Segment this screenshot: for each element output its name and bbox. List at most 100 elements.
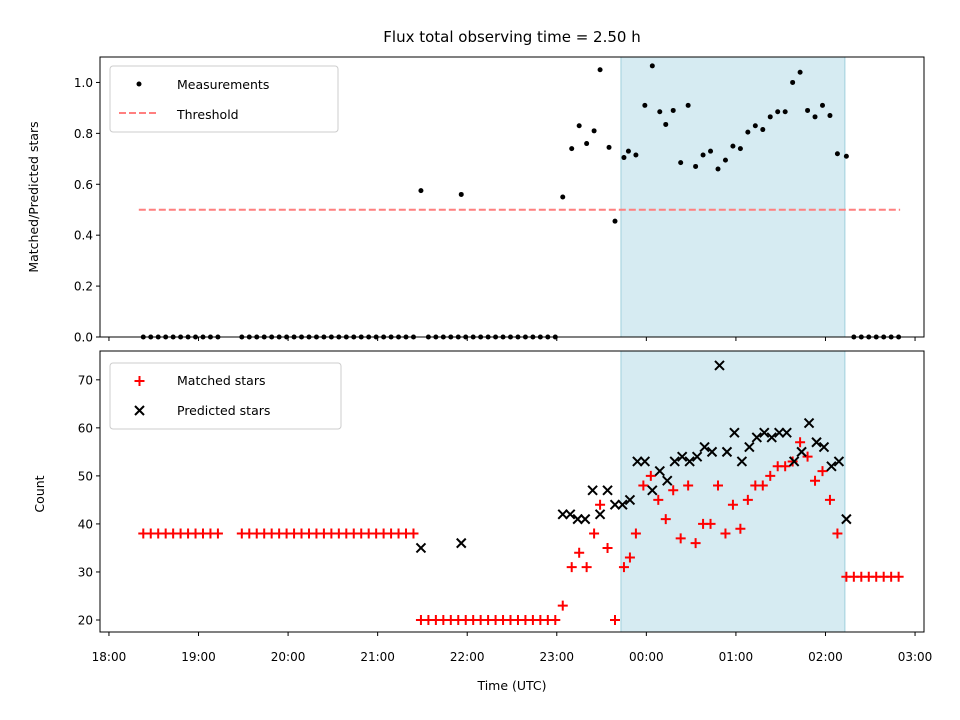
matched-star-point bbox=[817, 466, 828, 477]
matched-star-point bbox=[780, 461, 791, 472]
matched-star-point bbox=[630, 528, 641, 539]
measurement-point bbox=[663, 121, 669, 127]
x-tick-label: 00:00 bbox=[629, 650, 664, 664]
top-legend: Measurements Threshold bbox=[109, 65, 339, 133]
legend-matched-label: Matched stars bbox=[177, 373, 265, 388]
matched-star-point bbox=[624, 552, 635, 563]
measurement-point bbox=[606, 144, 612, 150]
predicted-star-point bbox=[647, 485, 658, 496]
x-tick-label: 22:00 bbox=[450, 650, 485, 664]
legend-measurements-marker bbox=[136, 81, 142, 87]
predicted-star-point bbox=[744, 441, 755, 453]
measurement-point bbox=[591, 128, 597, 134]
matched-star-point bbox=[602, 542, 613, 553]
predicted-star-point bbox=[639, 456, 651, 467]
measurement-point bbox=[745, 129, 751, 135]
predicted-star-point bbox=[736, 456, 748, 467]
predicted-star-point bbox=[766, 432, 777, 443]
predicted-star-point bbox=[796, 446, 807, 458]
bottom-legend-frame bbox=[109, 362, 342, 430]
measurement-point bbox=[560, 194, 566, 200]
top-axes-frame bbox=[99, 56, 925, 338]
measurement-point bbox=[458, 191, 464, 197]
matched-star-point bbox=[618, 562, 629, 573]
x-tick-label: 18:00 bbox=[92, 650, 127, 664]
matched-star-point bbox=[581, 562, 592, 573]
predicted-star-point bbox=[691, 451, 703, 462]
x-tick-label: 23:00 bbox=[539, 650, 574, 664]
measurements-panel: 0.0 0.2 0.4 0.6 0.8 1.0 bbox=[74, 56, 925, 345]
measurement-point bbox=[812, 114, 818, 120]
top-y-tick-label: 0.4 bbox=[74, 229, 93, 243]
bottom-axes-frame bbox=[99, 350, 925, 633]
x-tick-label: 02:00 bbox=[808, 650, 843, 664]
predicted-star-point bbox=[557, 509, 568, 520]
measurement-point bbox=[642, 102, 648, 108]
measurement-point bbox=[760, 127, 766, 133]
measurement-point bbox=[790, 79, 796, 85]
x-tick-label: 19:00 bbox=[181, 650, 216, 664]
matched-star-point bbox=[824, 494, 835, 505]
measurement-point bbox=[819, 102, 825, 108]
matched-star-point bbox=[408, 528, 419, 539]
top-y-axis-label: Matched/Predicted stars bbox=[26, 121, 41, 272]
matched-star-point bbox=[660, 514, 671, 525]
matched-star-point bbox=[713, 480, 723, 491]
measurement-point bbox=[834, 151, 840, 157]
bottom-y-tick-label: 40 bbox=[78, 517, 93, 531]
measurement-point bbox=[584, 141, 590, 147]
matched-star-point bbox=[683, 480, 694, 491]
predicted-star-point bbox=[803, 417, 815, 429]
predicted-star-point bbox=[714, 360, 725, 371]
x-axis-label: Time (UTC) bbox=[476, 678, 546, 693]
observing-window-top bbox=[620, 56, 846, 338]
matched-star-point bbox=[802, 451, 813, 462]
chart-title: Flux total observing time = 2.50 h bbox=[383, 28, 640, 46]
x-tick-label: 03:00 bbox=[898, 650, 933, 664]
legend-predicted-marker bbox=[134, 405, 145, 416]
matched-star-point bbox=[893, 571, 904, 582]
matched-star-point bbox=[653, 494, 664, 505]
predicted-star-point bbox=[818, 441, 830, 453]
matched-star-point bbox=[832, 528, 843, 539]
predicted-star-point bbox=[602, 485, 613, 496]
matched-star-point bbox=[810, 475, 821, 486]
legend-threshold-label: Threshold bbox=[176, 107, 239, 122]
measurement-point bbox=[625, 148, 631, 154]
matched-star-point bbox=[720, 528, 731, 539]
measurement-point bbox=[722, 157, 728, 163]
bottom-legend: Matched stars Predicted stars bbox=[109, 362, 342, 430]
legend-measurements-label: Measurements bbox=[177, 77, 269, 92]
measurement-point bbox=[569, 146, 575, 152]
predicted-star-point bbox=[826, 461, 837, 472]
measurement-point bbox=[649, 63, 655, 69]
predicted-star-point bbox=[587, 485, 598, 496]
bottom-y-tick-label: 20 bbox=[78, 613, 93, 627]
matched-star-point bbox=[557, 600, 568, 611]
measurement-point bbox=[767, 114, 773, 120]
matched-star-point bbox=[727, 499, 738, 510]
matched-star-point bbox=[765, 470, 776, 481]
measurement-point bbox=[621, 155, 627, 161]
bottom-y-tick-label: 30 bbox=[78, 565, 93, 579]
predicted-star-point bbox=[773, 427, 785, 438]
measurement-point bbox=[715, 166, 721, 172]
predicted-star-point bbox=[684, 456, 695, 467]
measurement-point bbox=[797, 69, 803, 75]
measurement-point bbox=[737, 146, 743, 152]
matched-star-point bbox=[595, 499, 606, 510]
top-y-tick-label: 0.6 bbox=[74, 178, 93, 192]
predicted-star-point bbox=[456, 537, 467, 549]
measurement-point bbox=[700, 152, 706, 158]
predicted-star-point bbox=[572, 513, 583, 525]
predicted-star-point bbox=[751, 432, 763, 443]
measurement-point bbox=[708, 148, 714, 154]
predicted-star-point bbox=[654, 465, 665, 477]
matched-star-point bbox=[212, 528, 223, 539]
measurement-point bbox=[657, 109, 663, 115]
bottom-y-tick-label: 50 bbox=[78, 469, 93, 483]
predicted-star-point bbox=[609, 499, 621, 510]
top-y-tick-label: 0.2 bbox=[74, 280, 93, 294]
top-y-tick-label: 0.8 bbox=[74, 127, 93, 141]
